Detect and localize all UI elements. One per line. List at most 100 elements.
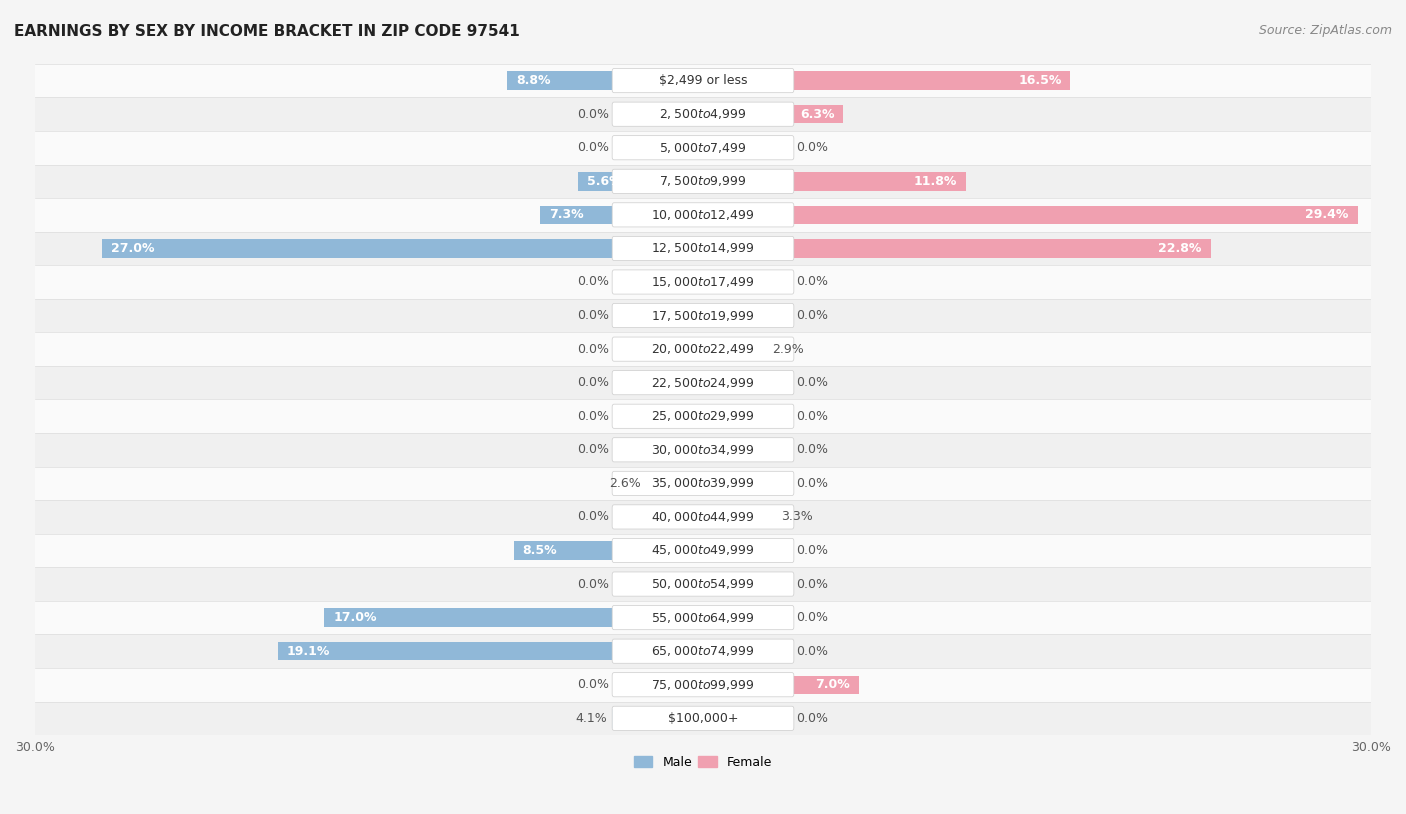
Bar bbox=[703, 206, 1358, 224]
Text: 0.0%: 0.0% bbox=[578, 107, 609, 120]
Bar bbox=[35, 634, 1371, 668]
Bar bbox=[703, 340, 768, 358]
FancyBboxPatch shape bbox=[612, 68, 794, 93]
Bar bbox=[508, 72, 703, 90]
FancyBboxPatch shape bbox=[612, 606, 794, 630]
Bar bbox=[101, 239, 703, 258]
Bar bbox=[35, 63, 1371, 98]
FancyBboxPatch shape bbox=[612, 102, 794, 126]
FancyBboxPatch shape bbox=[612, 203, 794, 227]
FancyBboxPatch shape bbox=[612, 136, 794, 160]
Bar bbox=[35, 466, 1371, 500]
Text: 0.0%: 0.0% bbox=[797, 275, 828, 288]
Bar bbox=[703, 172, 966, 190]
Bar bbox=[645, 474, 703, 492]
Text: 0.0%: 0.0% bbox=[578, 309, 609, 322]
Text: $22,500 to $24,999: $22,500 to $24,999 bbox=[651, 376, 755, 390]
Bar bbox=[540, 206, 703, 224]
Bar bbox=[35, 567, 1371, 601]
Text: 0.0%: 0.0% bbox=[797, 477, 828, 490]
FancyBboxPatch shape bbox=[612, 236, 794, 260]
Bar bbox=[35, 433, 1371, 466]
Text: 8.5%: 8.5% bbox=[523, 544, 557, 557]
FancyBboxPatch shape bbox=[612, 370, 794, 395]
Text: 7.0%: 7.0% bbox=[815, 678, 851, 691]
Text: 0.0%: 0.0% bbox=[797, 142, 828, 154]
Bar bbox=[703, 676, 859, 694]
Text: 8.8%: 8.8% bbox=[516, 74, 550, 87]
Text: 0.0%: 0.0% bbox=[797, 611, 828, 624]
Text: $7,500 to $9,999: $7,500 to $9,999 bbox=[659, 174, 747, 188]
Text: 7.3%: 7.3% bbox=[550, 208, 583, 221]
Bar bbox=[703, 239, 1211, 258]
Text: 0.0%: 0.0% bbox=[578, 510, 609, 523]
Text: 0.0%: 0.0% bbox=[797, 309, 828, 322]
Text: 2.9%: 2.9% bbox=[772, 343, 804, 356]
Text: $5,000 to $7,499: $5,000 to $7,499 bbox=[659, 141, 747, 155]
Text: $12,500 to $14,999: $12,500 to $14,999 bbox=[651, 242, 755, 256]
Text: 6.3%: 6.3% bbox=[800, 107, 834, 120]
Bar bbox=[35, 299, 1371, 332]
Text: 16.5%: 16.5% bbox=[1018, 74, 1062, 87]
Text: 0.0%: 0.0% bbox=[797, 376, 828, 389]
Text: EARNINGS BY SEX BY INCOME BRACKET IN ZIP CODE 97541: EARNINGS BY SEX BY INCOME BRACKET IN ZIP… bbox=[14, 24, 520, 39]
FancyBboxPatch shape bbox=[612, 672, 794, 697]
Bar bbox=[578, 172, 703, 190]
FancyBboxPatch shape bbox=[612, 639, 794, 663]
Text: Source: ZipAtlas.com: Source: ZipAtlas.com bbox=[1258, 24, 1392, 37]
Bar bbox=[35, 601, 1371, 634]
Text: 19.1%: 19.1% bbox=[287, 645, 330, 658]
Bar bbox=[703, 105, 844, 124]
Text: 22.8%: 22.8% bbox=[1159, 242, 1202, 255]
Text: $25,000 to $29,999: $25,000 to $29,999 bbox=[651, 409, 755, 423]
Text: 0.0%: 0.0% bbox=[797, 409, 828, 422]
Text: $55,000 to $64,999: $55,000 to $64,999 bbox=[651, 610, 755, 624]
Bar bbox=[612, 709, 703, 728]
Text: 2.6%: 2.6% bbox=[609, 477, 641, 490]
FancyBboxPatch shape bbox=[612, 169, 794, 194]
Text: $2,499 or less: $2,499 or less bbox=[659, 74, 747, 87]
FancyBboxPatch shape bbox=[612, 572, 794, 596]
Text: $15,000 to $17,499: $15,000 to $17,499 bbox=[651, 275, 755, 289]
Text: 0.0%: 0.0% bbox=[797, 578, 828, 590]
Bar bbox=[35, 198, 1371, 232]
Bar bbox=[277, 642, 703, 660]
Text: 5.6%: 5.6% bbox=[588, 175, 621, 188]
Bar bbox=[35, 131, 1371, 164]
FancyBboxPatch shape bbox=[612, 304, 794, 328]
Text: 0.0%: 0.0% bbox=[797, 645, 828, 658]
Bar bbox=[35, 702, 1371, 735]
Bar bbox=[325, 608, 703, 627]
Bar bbox=[35, 534, 1371, 567]
Text: 29.4%: 29.4% bbox=[1305, 208, 1348, 221]
FancyBboxPatch shape bbox=[612, 405, 794, 428]
Bar bbox=[35, 400, 1371, 433]
Text: 0.0%: 0.0% bbox=[578, 578, 609, 590]
Text: $10,000 to $12,499: $10,000 to $12,499 bbox=[651, 208, 755, 222]
Text: 0.0%: 0.0% bbox=[797, 711, 828, 724]
Text: 0.0%: 0.0% bbox=[578, 409, 609, 422]
Text: 4.1%: 4.1% bbox=[575, 711, 607, 724]
Bar bbox=[513, 541, 703, 560]
Bar bbox=[35, 366, 1371, 400]
Text: 0.0%: 0.0% bbox=[797, 544, 828, 557]
Bar bbox=[35, 265, 1371, 299]
Text: 0.0%: 0.0% bbox=[797, 444, 828, 457]
Text: 27.0%: 27.0% bbox=[111, 242, 155, 255]
Text: 17.0%: 17.0% bbox=[333, 611, 377, 624]
Text: $50,000 to $54,999: $50,000 to $54,999 bbox=[651, 577, 755, 591]
Bar bbox=[35, 500, 1371, 534]
FancyBboxPatch shape bbox=[612, 538, 794, 562]
Bar bbox=[35, 98, 1371, 131]
Text: 11.8%: 11.8% bbox=[914, 175, 957, 188]
Text: $45,000 to $49,999: $45,000 to $49,999 bbox=[651, 544, 755, 558]
Text: 0.0%: 0.0% bbox=[578, 343, 609, 356]
Text: $35,000 to $39,999: $35,000 to $39,999 bbox=[651, 476, 755, 490]
Bar bbox=[35, 668, 1371, 702]
Text: $20,000 to $22,499: $20,000 to $22,499 bbox=[651, 342, 755, 356]
Bar bbox=[703, 508, 776, 526]
Text: 0.0%: 0.0% bbox=[578, 444, 609, 457]
Legend: Male, Female: Male, Female bbox=[634, 756, 772, 769]
Bar bbox=[35, 164, 1371, 198]
FancyBboxPatch shape bbox=[612, 471, 794, 496]
